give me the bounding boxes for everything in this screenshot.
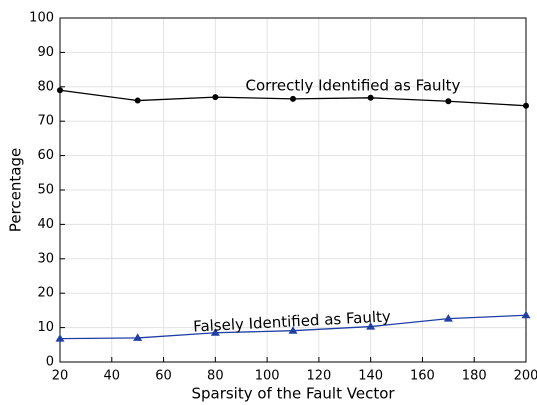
marker: [521, 310, 531, 319]
x-tick-label: 100: [255, 369, 280, 384]
marker: [210, 328, 220, 336]
marker: [212, 94, 219, 101]
y-tick-label: 80: [37, 79, 54, 94]
x-tick-label: 20: [52, 369, 69, 384]
x-tick-label: 120: [306, 369, 331, 384]
y-tick-label: 40: [37, 217, 54, 232]
y-tick-label: 60: [37, 148, 54, 163]
x-tick-label: 140: [358, 369, 383, 384]
y-tick-label: 50: [37, 183, 54, 198]
y-tick-label: 100: [29, 11, 54, 26]
x-tick-label: 180: [462, 369, 487, 384]
marker: [443, 314, 453, 322]
y-tick-label: 70: [37, 114, 54, 129]
x-axis-label: Sparsity of the Fault Vector: [191, 385, 395, 403]
series-label: Correctly Identified as Faulty: [246, 77, 461, 95]
x-tick-label: 40: [104, 369, 121, 384]
marker: [523, 102, 529, 109]
x-tick-label: 60: [155, 369, 172, 384]
x-tick-label: 80: [207, 369, 224, 384]
marker: [290, 95, 296, 102]
y-tick-label: 30: [37, 251, 54, 266]
x-tick-label: 200: [514, 369, 537, 384]
marker: [367, 94, 374, 101]
x-tick-label: 160: [410, 369, 435, 384]
y-tick-label: 0: [46, 355, 54, 370]
plot-frame: [59, 17, 527, 363]
y-tick-label: 90: [37, 45, 54, 60]
y-tick-label: 10: [37, 320, 54, 335]
marker: [366, 322, 376, 330]
marker: [134, 97, 141, 104]
marker: [57, 87, 63, 94]
y-axis-label: Percentage: [7, 148, 25, 232]
marker: [133, 333, 143, 341]
marker: [445, 98, 452, 105]
marker: [55, 334, 65, 342]
marker: [288, 326, 298, 334]
y-tick-label: 20: [37, 286, 54, 301]
